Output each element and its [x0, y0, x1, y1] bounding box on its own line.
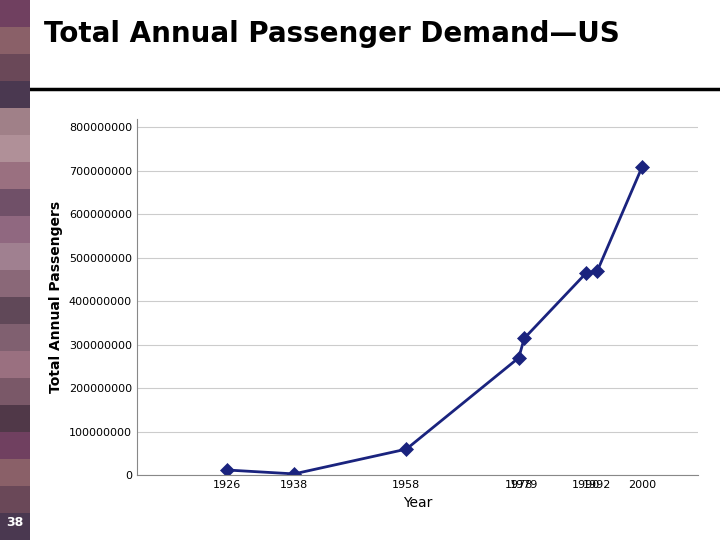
Bar — [0, 351, 30, 378]
Bar — [0, 135, 30, 162]
Y-axis label: Total Annual Passengers: Total Annual Passengers — [49, 201, 63, 393]
Bar — [0, 432, 30, 459]
Bar — [0, 513, 30, 540]
Bar — [0, 189, 30, 216]
Bar — [0, 108, 30, 135]
Bar — [0, 27, 30, 54]
Bar — [0, 81, 30, 108]
Bar — [0, 216, 30, 243]
Bar — [0, 324, 30, 351]
Bar — [0, 459, 30, 486]
Bar — [0, 0, 30, 27]
Bar — [0, 405, 30, 432]
Text: Total Annual Passenger Demand—US: Total Annual Passenger Demand—US — [44, 20, 620, 48]
Text: 38: 38 — [6, 516, 24, 529]
X-axis label: Year: Year — [403, 496, 432, 510]
Bar — [0, 270, 30, 297]
Bar — [0, 54, 30, 81]
Bar — [0, 297, 30, 324]
Bar — [0, 243, 30, 270]
Bar — [0, 162, 30, 189]
Bar — [0, 486, 30, 513]
Bar — [0, 378, 30, 405]
